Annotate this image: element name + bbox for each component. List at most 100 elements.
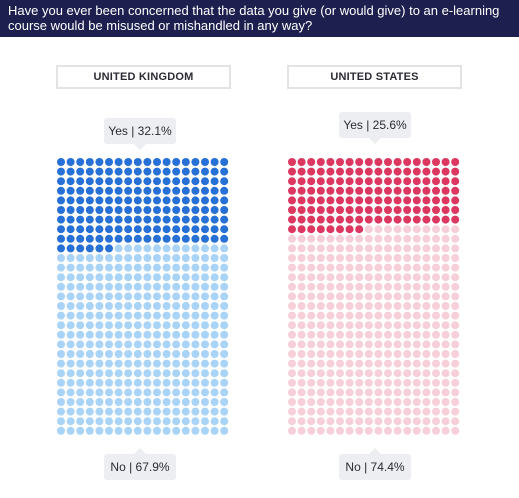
us-yes-dot	[336, 177, 344, 186]
uk-no-dot	[66, 417, 75, 426]
uk-no-dot	[85, 369, 94, 378]
us-yes-label: Yes | 25.6%	[339, 112, 411, 144]
uk-no-dot	[95, 426, 104, 435]
us-no-dot	[451, 369, 460, 378]
uk-yes-dot	[191, 186, 200, 195]
us-yes-dot	[441, 196, 450, 205]
uk-no-dot	[76, 330, 85, 339]
us-no-dot	[441, 244, 450, 253]
us-no-dot	[355, 282, 364, 291]
us-no-dot	[384, 407, 392, 416]
us-no-dot	[336, 407, 344, 416]
us-no-dot	[374, 378, 383, 387]
us-yes-dot	[326, 196, 335, 205]
us-no-dot	[393, 350, 402, 358]
uk-no-dot	[124, 417, 133, 426]
uk-no-dot	[124, 254, 133, 262]
us-no-dot	[326, 273, 335, 282]
us-yes-dot	[451, 206, 460, 214]
us-no-dot	[422, 330, 431, 339]
uk-no-dot	[133, 359, 142, 368]
uk-no-dot	[153, 369, 161, 378]
uk-no-dot	[210, 388, 219, 397]
uk-no-dot	[201, 426, 209, 435]
uk-yes-dot	[124, 225, 133, 234]
uk-yes-dot	[57, 186, 65, 195]
us-no-dot	[307, 330, 316, 339]
uk-no-dot	[124, 359, 133, 368]
us-no-dot	[297, 273, 306, 282]
uk-no-dot	[124, 388, 133, 397]
uk-no-dot	[114, 359, 123, 368]
us-no-dot	[451, 254, 460, 262]
uk-yes-dot	[105, 244, 113, 253]
us-no-dot	[364, 254, 373, 262]
us-no-dot	[316, 369, 325, 378]
uk-no-dot	[105, 321, 113, 330]
uk-no-dot	[124, 292, 133, 301]
us-no-dot	[422, 369, 431, 378]
uk-yes-dot	[85, 186, 94, 195]
us-no-dot	[364, 350, 373, 358]
uk-yes-dot	[85, 158, 94, 166]
uk-no-dot	[210, 302, 219, 310]
uk-no-dot	[114, 398, 123, 406]
us-no-dot	[345, 388, 354, 397]
us-no-dot	[422, 282, 431, 291]
us-no-dot	[297, 330, 306, 339]
uk-yes-dot	[57, 158, 65, 166]
uk-no-dot	[153, 330, 161, 339]
us-no-dot	[297, 244, 306, 253]
us-no-dot	[364, 302, 373, 310]
us-yes-dot	[441, 215, 450, 224]
uk-yes-dot	[210, 225, 219, 234]
us-no-dot	[336, 340, 344, 349]
us-no-dot	[374, 369, 383, 378]
uk-no-dot	[57, 417, 65, 426]
us-no-dot	[374, 330, 383, 339]
us-no-dot	[345, 254, 354, 262]
uk-no-dot	[220, 369, 229, 378]
us-yes-dot	[326, 177, 335, 186]
us-no-dot	[393, 388, 402, 397]
us-no-dot	[432, 378, 440, 387]
uk-no-dot	[201, 388, 209, 397]
uk-no-dot	[210, 359, 219, 368]
uk-yes-dot	[210, 158, 219, 166]
us-no-dot	[374, 302, 383, 310]
us-no-dot	[432, 263, 440, 272]
us-no-dot	[288, 359, 296, 368]
us-yes-dot	[403, 206, 412, 214]
uk-yes-dot	[76, 234, 85, 243]
uk-no-dot	[191, 359, 200, 368]
uk-no-dot	[76, 282, 85, 291]
us-no-dot	[288, 378, 296, 387]
us-no-dot	[288, 273, 296, 282]
uk-yes-dot	[85, 177, 94, 186]
us-no-dot	[374, 350, 383, 358]
us-yes-dot	[336, 206, 344, 214]
uk-no-dot	[114, 263, 123, 272]
us-no-dot	[316, 321, 325, 330]
us-no-dot	[393, 340, 402, 349]
uk-no-dot	[76, 340, 85, 349]
uk-no-dot	[201, 263, 209, 272]
uk-yes-dot	[210, 206, 219, 214]
uk-yes-dot	[210, 234, 219, 243]
us-yes-dot	[432, 196, 440, 205]
us-no-dot	[451, 244, 460, 253]
us-no-dot	[336, 321, 344, 330]
us-yes-dot	[307, 167, 316, 176]
uk-no-dot	[191, 388, 200, 397]
uk-no-dot	[76, 407, 85, 416]
uk-no-dot	[210, 378, 219, 387]
uk-no-dot	[85, 378, 94, 387]
us-no-dot	[384, 292, 392, 301]
us-no-dot	[288, 302, 296, 310]
uk-no-dot	[153, 426, 161, 435]
us-no-dot	[451, 407, 460, 416]
uk-no-dot	[124, 273, 133, 282]
us-no-dot	[307, 292, 316, 301]
us-no-dot	[403, 398, 412, 406]
uk-no-dot	[220, 359, 229, 368]
